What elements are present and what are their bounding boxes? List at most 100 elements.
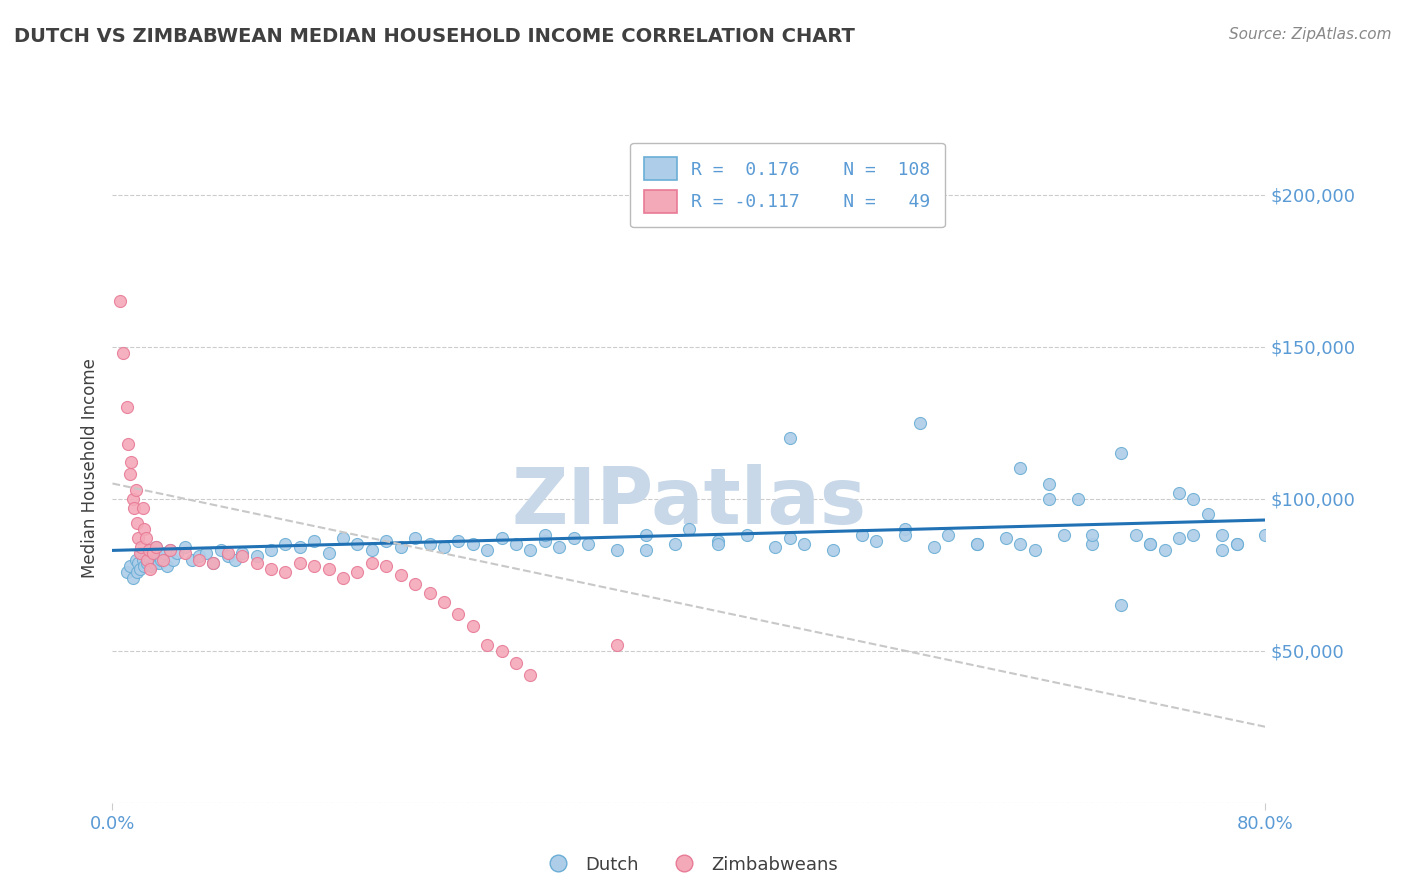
Point — [129, 541, 153, 555]
Point — [1052, 528, 1074, 542]
Point — [389, 541, 412, 555]
Point — [141, 558, 163, 573]
Point — [138, 543, 160, 558]
Point — [1081, 537, 1104, 551]
Point — [1081, 528, 1104, 542]
Point — [779, 531, 801, 545]
Point — [231, 546, 253, 560]
Point — [153, 546, 176, 560]
Point — [735, 528, 758, 542]
Point — [128, 562, 150, 576]
Point — [1167, 485, 1189, 500]
Point — [894, 522, 917, 536]
Point — [139, 552, 162, 566]
Point — [288, 541, 311, 555]
Point — [209, 543, 232, 558]
Point — [146, 549, 169, 564]
Point — [1111, 446, 1133, 460]
Point — [966, 537, 988, 551]
Point — [519, 668, 541, 682]
Text: DUTCH VS ZIMBABWEAN MEDIAN HOUSEHOLD INCOME CORRELATION CHART: DUTCH VS ZIMBABWEAN MEDIAN HOUSEHOLD INC… — [14, 27, 855, 45]
Point — [304, 534, 326, 549]
Point — [129, 546, 153, 560]
Point — [475, 543, 498, 558]
Point — [132, 500, 155, 515]
Point — [180, 552, 202, 566]
Point — [505, 656, 527, 670]
Point — [121, 571, 143, 585]
Point — [634, 528, 657, 542]
Point — [865, 534, 887, 549]
Point — [143, 556, 166, 570]
Point — [152, 552, 174, 566]
Point — [148, 556, 170, 570]
Point — [491, 531, 513, 545]
Point — [433, 541, 456, 555]
Point — [447, 607, 470, 622]
Point — [332, 531, 354, 545]
Point — [1125, 528, 1147, 542]
Point — [1067, 491, 1090, 506]
Point — [1139, 537, 1161, 551]
Point — [145, 541, 167, 555]
Point — [606, 638, 628, 652]
Point — [433, 595, 456, 609]
Point — [491, 644, 513, 658]
Point — [304, 558, 326, 573]
Point — [136, 556, 159, 570]
Point — [1010, 537, 1032, 551]
Point — [156, 558, 179, 573]
Point — [908, 416, 931, 430]
Point — [125, 565, 148, 579]
Point — [360, 556, 382, 570]
Point — [288, 556, 311, 570]
Point — [548, 541, 571, 555]
Point — [111, 345, 134, 359]
Point — [245, 549, 267, 564]
Point — [122, 500, 145, 515]
Point — [127, 556, 149, 570]
Point — [1153, 543, 1175, 558]
Point — [404, 531, 426, 545]
Point — [124, 483, 146, 497]
Point — [173, 541, 195, 555]
Point — [135, 549, 157, 564]
Point — [821, 543, 844, 558]
Point — [1226, 537, 1249, 551]
Point — [1254, 528, 1277, 542]
Point — [120, 455, 142, 469]
Point — [765, 541, 787, 555]
Point — [389, 567, 412, 582]
Point — [217, 546, 239, 560]
Point — [138, 543, 160, 558]
Point — [1038, 491, 1060, 506]
Point — [461, 537, 484, 551]
Point — [260, 543, 283, 558]
Point — [159, 543, 181, 558]
Point — [124, 552, 146, 566]
Point — [245, 556, 267, 570]
Point — [1182, 528, 1205, 542]
Point — [375, 534, 398, 549]
Point — [995, 531, 1018, 545]
Point — [793, 537, 815, 551]
Point — [166, 546, 188, 560]
Point — [461, 619, 484, 633]
Point — [274, 537, 297, 551]
Point — [135, 531, 157, 545]
Point — [117, 437, 139, 451]
Point — [346, 537, 368, 551]
Point — [404, 577, 426, 591]
Point — [375, 558, 398, 573]
Point — [260, 562, 283, 576]
Point — [706, 534, 728, 549]
Point — [162, 552, 184, 566]
Point — [202, 556, 225, 570]
Point — [419, 586, 441, 600]
Point — [231, 549, 253, 564]
Point — [159, 543, 181, 558]
Point — [142, 546, 165, 560]
Point — [332, 571, 354, 585]
Point — [274, 565, 297, 579]
Point — [533, 534, 555, 549]
